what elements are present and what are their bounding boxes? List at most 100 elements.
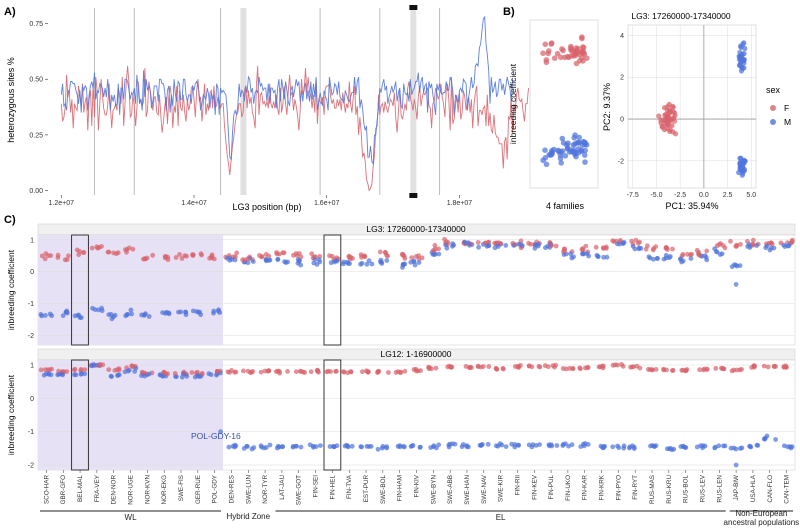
panel-c-bottom-y-tick-3: 1	[30, 363, 34, 370]
panel-c-lg3-point-F	[650, 247, 656, 253]
panel-c-label: C)	[4, 214, 16, 226]
panel-c-top-y-tick-2: 0	[30, 269, 34, 276]
panel-b-pca-x-tick-2: -2.5	[674, 192, 686, 199]
panel-a-region-marker-top	[409, 5, 418, 10]
panel-b-pca-y-tick-0: -2	[618, 158, 624, 165]
panel-c-lg3-point-F	[665, 247, 670, 252]
panel-c-lg12-point-M	[208, 372, 214, 378]
panel-c-lg12-point-F	[697, 367, 702, 373]
panel-c-lg12-point-M	[554, 443, 560, 448]
panel-c-lg3-point-F	[234, 250, 240, 256]
panel-c-lg3-point-M	[747, 245, 753, 250]
panel-c-population-label: USA-HLA	[750, 474, 757, 502]
panel-c-lg3-point-M	[245, 260, 251, 266]
panel-c-lg12-point-M	[621, 445, 627, 451]
panel-a-shaded-region-1	[410, 8, 417, 195]
panel-c-lg3-point-F	[789, 240, 795, 245]
panel-a-series-line-M	[60, 15, 513, 166]
panel-c-lg12-point-M	[447, 441, 453, 447]
panel-c-lg3-point-F	[276, 251, 282, 257]
panel-c-lg12-point-M	[342, 443, 348, 449]
panel-c-lg3-point-F	[704, 248, 710, 254]
panel-b-families-point-M	[576, 139, 582, 146]
panel-b-pca-point-F	[665, 116, 671, 123]
panel-b-families-point-M	[575, 146, 582, 152]
panel-c-lg3-point-F	[728, 238, 733, 244]
panel-b-pca-points	[656, 40, 748, 178]
panel-c-lg12-point-M	[41, 372, 47, 378]
panel-c-lg3-point-M	[78, 315, 84, 320]
panel-b-families-point-F	[579, 34, 585, 40]
panel-c-lg12-point-F	[536, 364, 542, 369]
panel-c-lg3-point-F	[111, 250, 116, 256]
panel-c-lg3-point-M	[601, 254, 606, 260]
panel-c-lg3-point-F	[443, 239, 449, 245]
panel-c-lg12-point-M	[610, 444, 616, 450]
panel-c-lg12-point-M	[196, 374, 202, 379]
panel-c-lg3-point-M	[495, 244, 501, 249]
panel-c-lg12-point-F	[341, 369, 347, 375]
panel-c-lg3-point-F	[629, 238, 634, 244]
panel-c-lg12-point-F	[448, 364, 454, 370]
panel-c-bottom-title: LG12: 1-16900000	[381, 349, 452, 359]
panel-c-lg3-point-M	[604, 254, 610, 260]
panel-c-lg12-point-F	[308, 369, 314, 375]
panel-b-families-point-F	[543, 57, 550, 63]
panel-c-lg12-point-F	[751, 363, 757, 368]
panel-c-lg12-point-M	[680, 443, 686, 449]
panel-c-lg3-point-M	[60, 313, 66, 318]
panel-c-lg3-point-F	[475, 240, 481, 245]
panel-c-lg12-point-F	[661, 366, 666, 372]
panel-c-lg3-point-F	[432, 242, 438, 248]
panel-c-population-label: CAN-FLO	[767, 475, 774, 503]
panel-a-series	[60, 15, 529, 192]
panel-c-top-y-label: inbreeding coefficient	[6, 249, 16, 330]
panel-c-top-y-tick-1: -1	[28, 301, 34, 308]
panel-c-lg12-point-F	[172, 371, 178, 376]
panel-c-lg12-point-F	[199, 371, 205, 376]
panel-c-lg3-point-F	[124, 249, 129, 255]
panel-c-lg12-point-F	[684, 367, 690, 372]
panel-c-lg12-point-M	[512, 444, 518, 450]
panel-a-label: A)	[4, 6, 16, 18]
panel-c-lg12-point-F	[293, 369, 299, 375]
panel-c-lg3-point-M	[594, 252, 600, 258]
panel-b-families-point-F	[560, 47, 566, 54]
panel-c-lg3-point-M	[90, 305, 95, 311]
panel-c-lg12-point-M	[773, 437, 778, 442]
panel-c-population-label: SWE-KIR	[498, 475, 505, 502]
panel-c-lg12-point-F	[529, 364, 535, 370]
panel-b-pca-point-M	[742, 45, 748, 52]
panel-c-lg12-point-M	[460, 442, 466, 447]
panel-c-lg3-point-M	[298, 262, 304, 268]
panel-b-families-point-M	[571, 135, 577, 141]
panel-b-pca-y-tick-3: 4	[620, 33, 624, 40]
panel-c-lg3-point-F	[106, 249, 112, 255]
panel-a-y-tick-0: 0.00	[29, 188, 43, 195]
panel-c-lg3-point-F	[618, 238, 623, 243]
panel-c-lg3-point-M	[400, 265, 405, 270]
panel-c-lg12-point-F	[719, 365, 724, 371]
legend-title: sex	[766, 85, 781, 95]
panel-c-lg12-point-F	[324, 369, 330, 375]
panel-c-lg12-point-M	[46, 371, 52, 377]
panel-c-lg12-point-M	[226, 444, 232, 450]
panel-b-families-point-M	[559, 135, 566, 142]
panel-c-lg3-point-F	[233, 254, 238, 260]
panel-c-lg3-point-M	[688, 256, 694, 261]
panel-c-lg3-point-M	[450, 243, 455, 249]
panel-b-families-point-M	[543, 161, 550, 168]
panel-c-lg3-point-F	[81, 250, 87, 255]
panel-c-lg3-point-M	[476, 244, 481, 250]
panel-c-group-label-1: Hybrid Zone	[226, 512, 270, 521]
panel-c-lg3-point-M	[332, 259, 337, 265]
panel-c-lg12-point-M	[249, 446, 255, 452]
panel-c-lg12-point-M	[716, 443, 722, 449]
panel-c-lg3-point-F	[141, 256, 146, 262]
panel-c-population-label: FIN-KRK	[599, 474, 606, 500]
panel-c-lg3-point-M	[166, 311, 172, 317]
panel-c-lg12-point-M	[733, 462, 739, 468]
panel-c-lg12-point-M	[668, 446, 673, 451]
panel-c-lg12-point-F	[365, 369, 371, 375]
panel-c-population-label: SWE-BYN	[430, 475, 437, 505]
